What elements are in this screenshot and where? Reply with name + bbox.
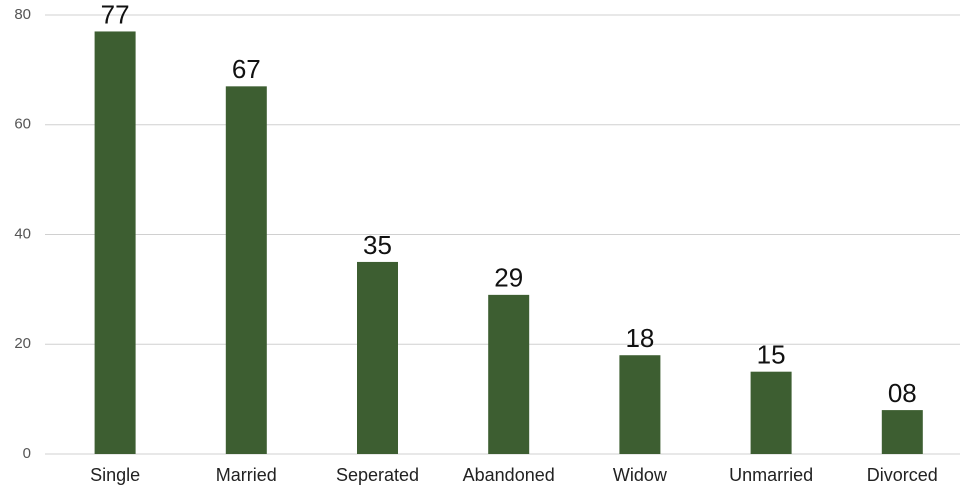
y-tick-label: 0 [23, 445, 31, 462]
x-tick-label: Divorced [867, 465, 938, 485]
value-label: 15 [757, 340, 786, 370]
bar [619, 355, 661, 454]
value-label: 29 [494, 263, 523, 293]
bar [750, 371, 792, 454]
y-tick-label: 20 [14, 335, 31, 352]
x-tick-label: Single [90, 465, 140, 485]
bar [357, 261, 398, 454]
bar [881, 410, 923, 454]
value-label: 08 [888, 378, 917, 408]
value-label: 35 [363, 230, 392, 260]
value-label: 67 [232, 54, 261, 84]
x-tick-label: Abandoned [463, 465, 555, 485]
y-tick-label: 60 [14, 116, 31, 133]
value-label: 77 [101, 0, 130, 29]
bar [488, 294, 530, 454]
value-label: 18 [625, 323, 654, 353]
x-tick-label: Unmarried [729, 465, 813, 485]
x-tick-label: Married [216, 465, 277, 485]
x-tick-label: Seperated [336, 465, 419, 485]
bar [225, 86, 267, 455]
bar [94, 31, 136, 455]
y-tick-label: 80 [14, 6, 31, 23]
y-tick-label: 40 [14, 225, 31, 242]
x-tick-label: Widow [613, 465, 668, 485]
